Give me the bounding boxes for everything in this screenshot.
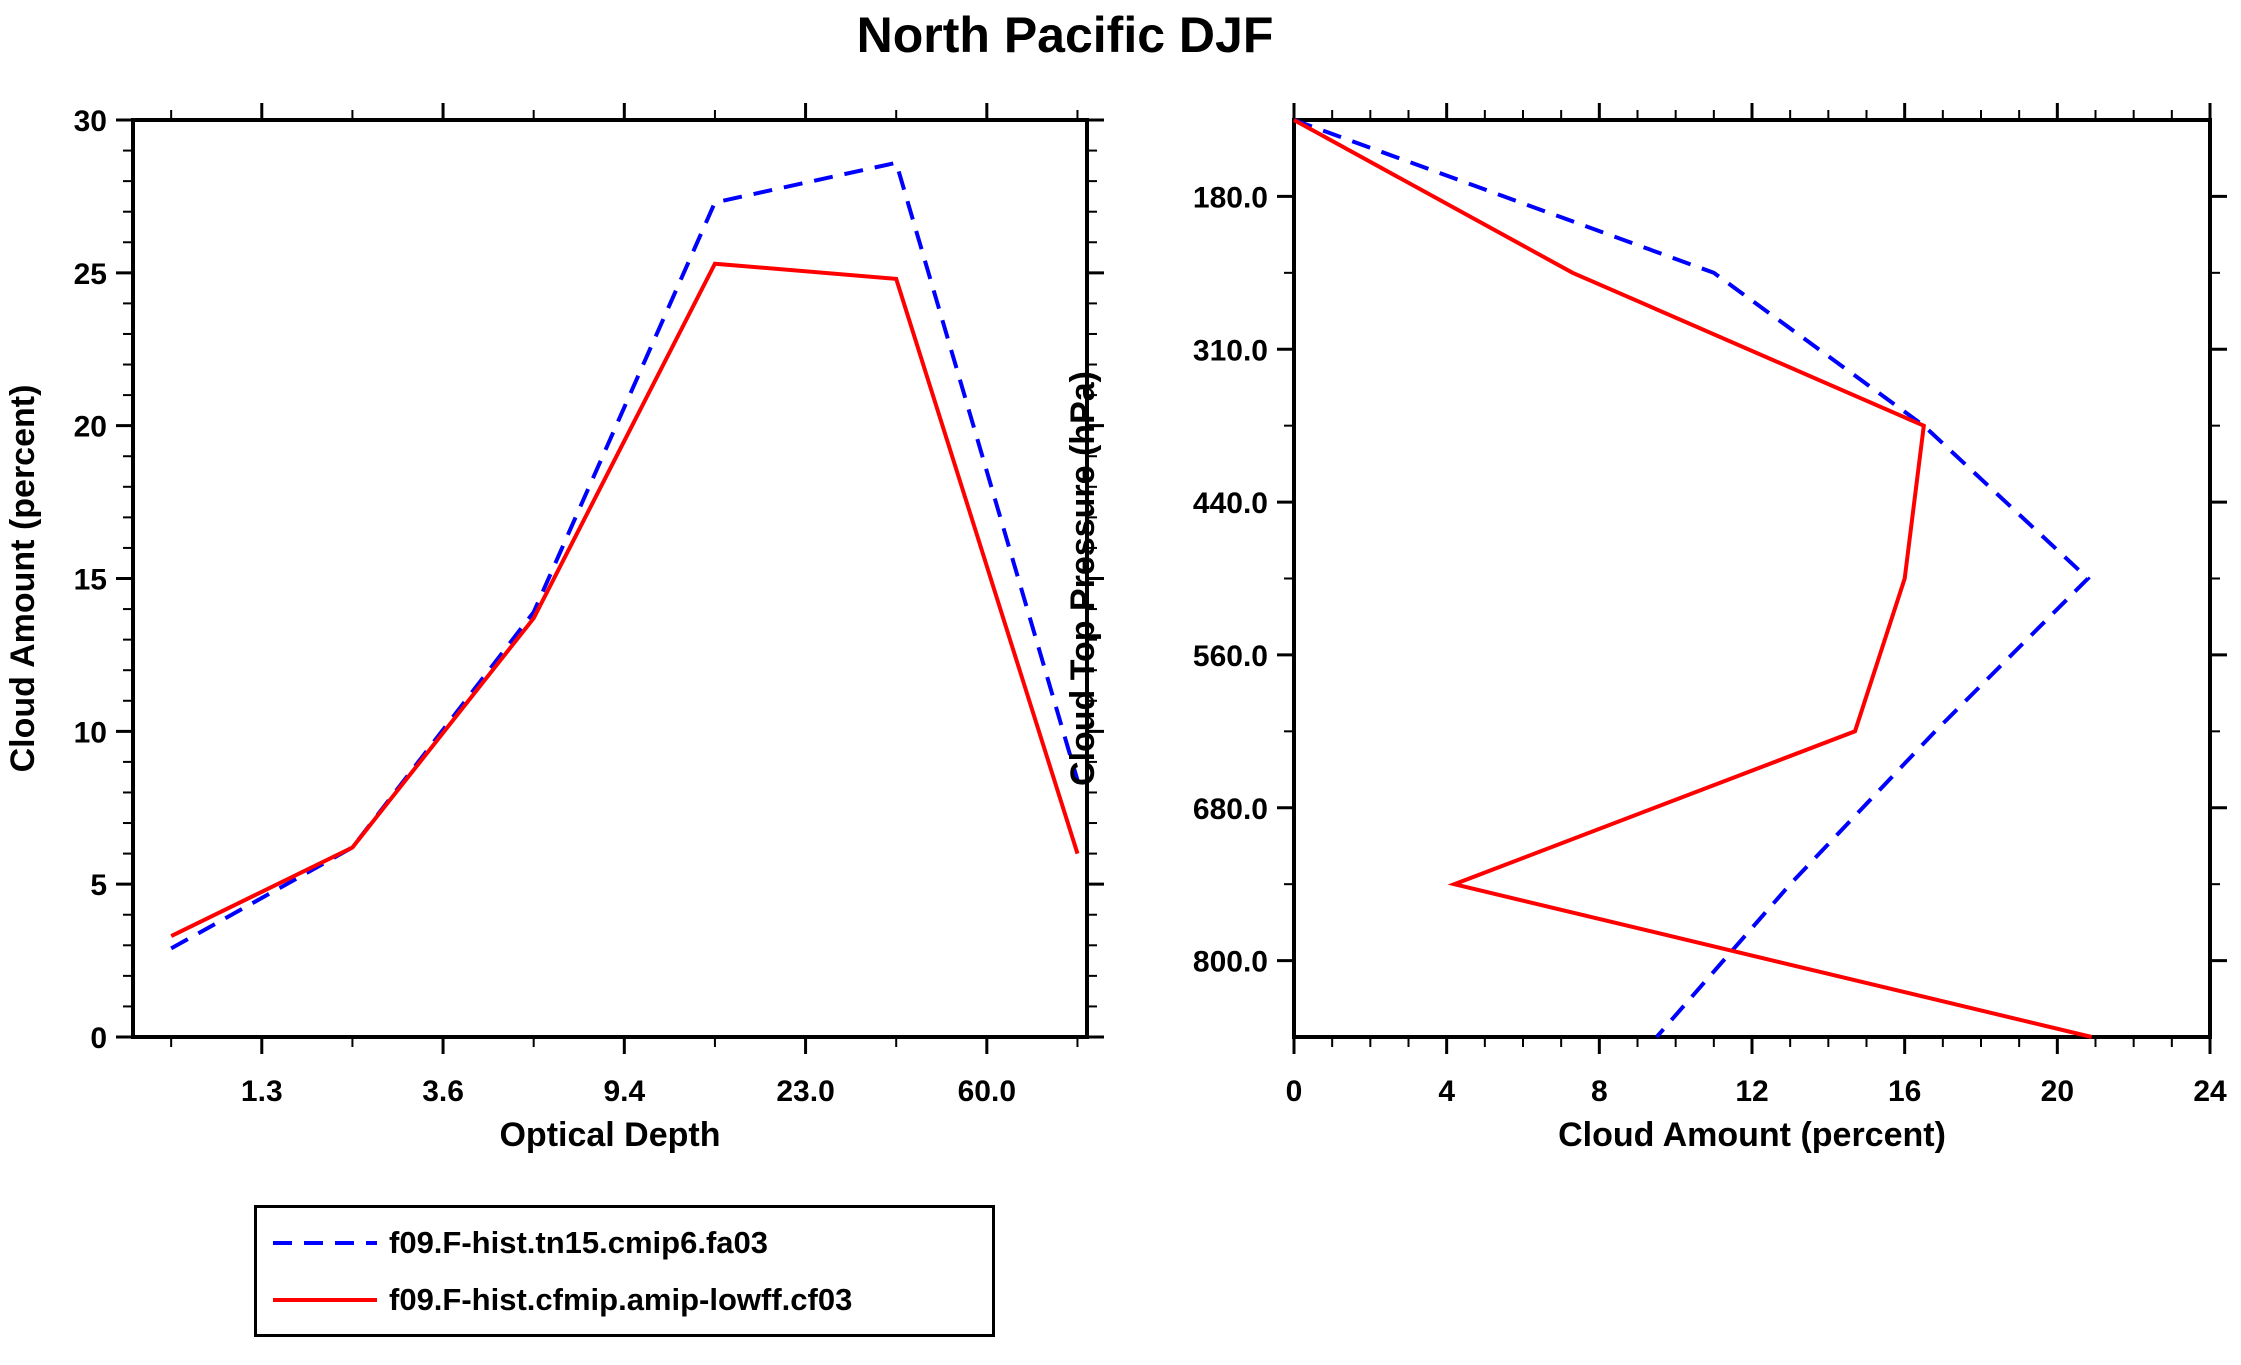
x-tick-label: 24 [2193,1075,2227,1108]
x-axis-label: Optical Depth [499,1116,720,1154]
legend: f09.F-hist.tn15.cmip6.fa03 f09.F-hist.cf… [254,1205,995,1337]
plot-frame [131,118,1089,1039]
plot-frame [1292,118,2212,1039]
series-line-model2 [170,261,1080,938]
y-tick-label: 180.0 [1193,181,1268,214]
optical-depth-panel: 1.3 3.6 9.4 23.0 60.0 0 5 10 15 20 25 30 Cloud Amoun… [4,103,1104,1154]
series-line-model2 [1293,118,2093,1039]
x-axis-label: Cloud Amount (percent) [1558,1116,1946,1154]
figure-title: North Pacific DJF [856,7,1274,63]
legend-line-solid [273,1297,377,1302]
x-tick-label: 0 [1286,1075,1303,1108]
y-tick-label: 680.0 [1193,793,1268,826]
y-tick-label: 310.0 [1193,334,1268,367]
y-tick-label: 800.0 [1193,946,1268,979]
y-tick-label: 25 [74,258,107,291]
y-tick-label: 560.0 [1193,640,1268,673]
series-line-model1 [170,160,1080,951]
x-tick-label: 4 [1438,1075,1455,1108]
x-tick-label: 20 [2041,1075,2074,1108]
x-tick-label: 60.0 [958,1075,1016,1108]
y-axis-label: Cloud Top Pressure (hPa) [1064,371,1102,786]
x-tick-label: 3.6 [422,1075,464,1108]
cloud-top-pressure-panel: 180.0 310.0 440.0 560.0 680.0 800.0 0 4 8 12 16 20 2… [1064,103,2227,1154]
y-tick-label: 20 [74,411,107,444]
legend-entry-model2: f09.F-hist.cfmip.amip-lowff.cf03 [273,1282,992,1318]
x-tick-label: 8 [1591,1075,1608,1108]
x-tick-label: 9.4 [603,1075,645,1108]
x-tick-label: 23.0 [776,1075,834,1108]
legend-entry-model1: f09.F-hist.tn15.cmip6.fa03 [273,1225,992,1261]
y-tick-label: 440.0 [1193,487,1268,520]
legend-label-model1: f09.F-hist.tn15.cmip6.fa03 [389,1224,769,1260]
x-tick-label: 16 [1888,1075,1921,1108]
legend-line-dashed [273,1240,377,1245]
y-tick-label: 0 [90,1022,107,1055]
legend-label-model2: f09.F-hist.cfmip.amip-lowff.cf03 [389,1281,853,1317]
series-line-model1 [1293,118,2091,1039]
y-tick-label: 5 [90,869,107,902]
y-tick-label: 10 [74,716,107,749]
y-axis-label: Cloud Amount (percent) [4,385,42,773]
x-tick-label: 12 [1735,1075,1768,1108]
y-tick-label: 30 [74,105,107,138]
y-tick-label: 15 [74,564,107,597]
x-tick-label: 1.3 [241,1075,283,1108]
